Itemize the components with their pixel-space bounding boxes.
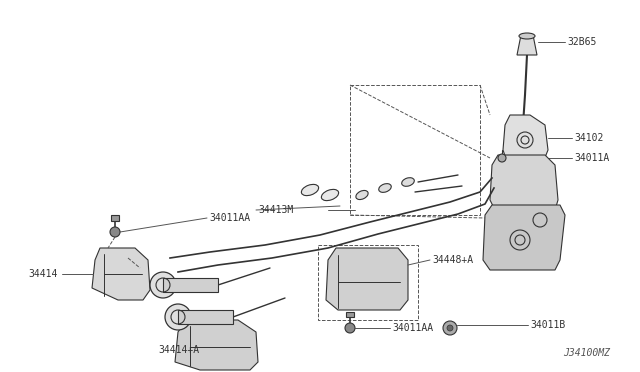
Ellipse shape: [402, 178, 414, 186]
Polygon shape: [175, 320, 258, 370]
Bar: [111, 215, 119, 221]
Circle shape: [447, 325, 453, 331]
Polygon shape: [490, 155, 558, 220]
Circle shape: [110, 227, 120, 237]
Text: 34102: 34102: [574, 133, 604, 143]
Ellipse shape: [356, 190, 368, 199]
Text: 32B65: 32B65: [567, 37, 596, 47]
Ellipse shape: [519, 33, 535, 39]
Text: J34100MZ: J34100MZ: [563, 348, 610, 358]
Text: 34011AA: 34011AA: [392, 323, 433, 333]
Polygon shape: [92, 248, 150, 300]
Text: 34011B: 34011B: [530, 320, 565, 330]
Bar: [178, 310, 233, 324]
Text: 34414: 34414: [28, 269, 58, 279]
Circle shape: [345, 323, 355, 333]
Text: 34413M: 34413M: [258, 205, 293, 215]
Text: 34414+A: 34414+A: [158, 345, 199, 355]
Polygon shape: [326, 248, 408, 310]
Text: 34448+A: 34448+A: [432, 255, 473, 265]
Polygon shape: [517, 35, 537, 55]
Text: 34011AA: 34011AA: [209, 213, 250, 223]
Ellipse shape: [321, 189, 339, 201]
Bar: [346, 312, 354, 317]
Polygon shape: [483, 205, 565, 270]
Bar: [163, 278, 218, 292]
Bar: [318, 245, 418, 320]
Ellipse shape: [379, 184, 391, 192]
Circle shape: [443, 321, 457, 335]
Text: 34011A: 34011A: [574, 153, 609, 163]
Circle shape: [165, 304, 191, 330]
Bar: [350, 85, 480, 215]
Circle shape: [150, 272, 176, 298]
Ellipse shape: [301, 185, 319, 196]
Circle shape: [498, 154, 506, 162]
Polygon shape: [503, 115, 548, 170]
